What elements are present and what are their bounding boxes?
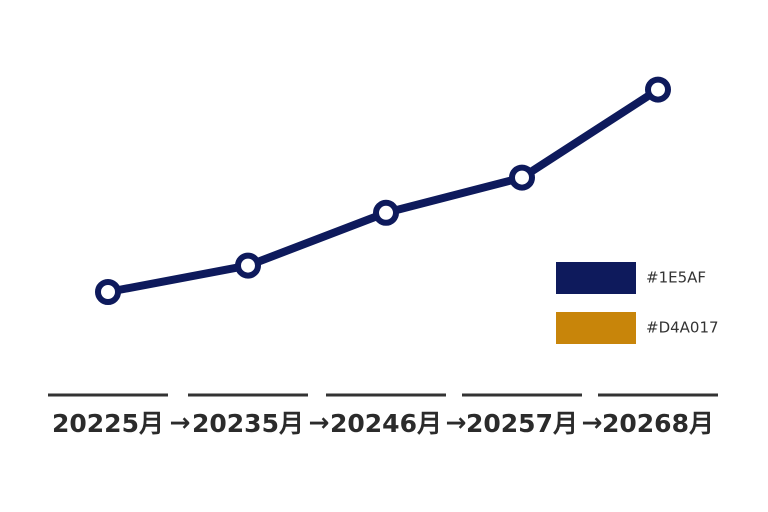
point [235, 252, 261, 279]
x-tick-label: 20225月 [52, 409, 164, 438]
x-tick-label: 20257月 [466, 409, 578, 438]
separator: → [170, 408, 191, 437]
separator: → [582, 408, 603, 437]
x-tick-label: 20268月 [602, 409, 714, 438]
line [107, 86, 661, 296]
point [509, 164, 535, 191]
separator: → [309, 408, 330, 437]
point [95, 279, 121, 305]
separator: → [446, 408, 467, 437]
x-tick-label: 20235月 [192, 409, 304, 438]
point [373, 199, 399, 226]
x-tick-label: 20246月 [330, 409, 442, 438]
legend-swatch [556, 312, 636, 344]
legend-swatch [556, 262, 636, 294]
legend-label: #D4A017 [646, 319, 719, 337]
legend-label: #1E5AF [646, 269, 706, 287]
point [645, 76, 671, 103]
